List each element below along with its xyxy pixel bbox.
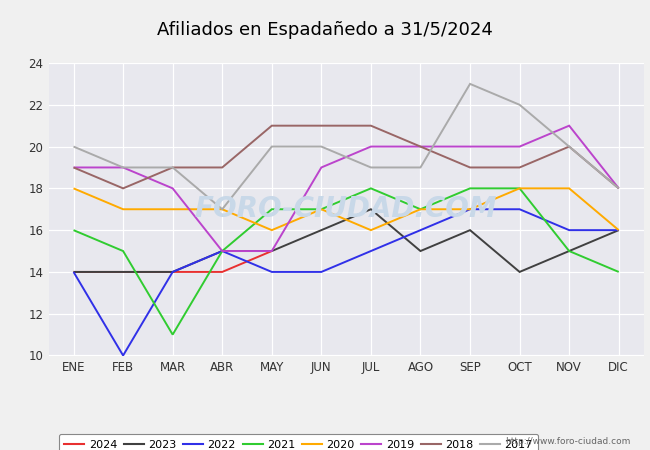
Text: Afiliados en Espadañedo a 31/5/2024: Afiliados en Espadañedo a 31/5/2024 — [157, 22, 493, 40]
Legend: 2024, 2023, 2022, 2021, 2020, 2019, 2018, 2017: 2024, 2023, 2022, 2021, 2020, 2019, 2018… — [58, 434, 538, 450]
Text: http://www.foro-ciudad.com: http://www.foro-ciudad.com — [505, 436, 630, 446]
Text: FORO-CIUDAD.COM: FORO-CIUDAD.COM — [195, 195, 497, 223]
